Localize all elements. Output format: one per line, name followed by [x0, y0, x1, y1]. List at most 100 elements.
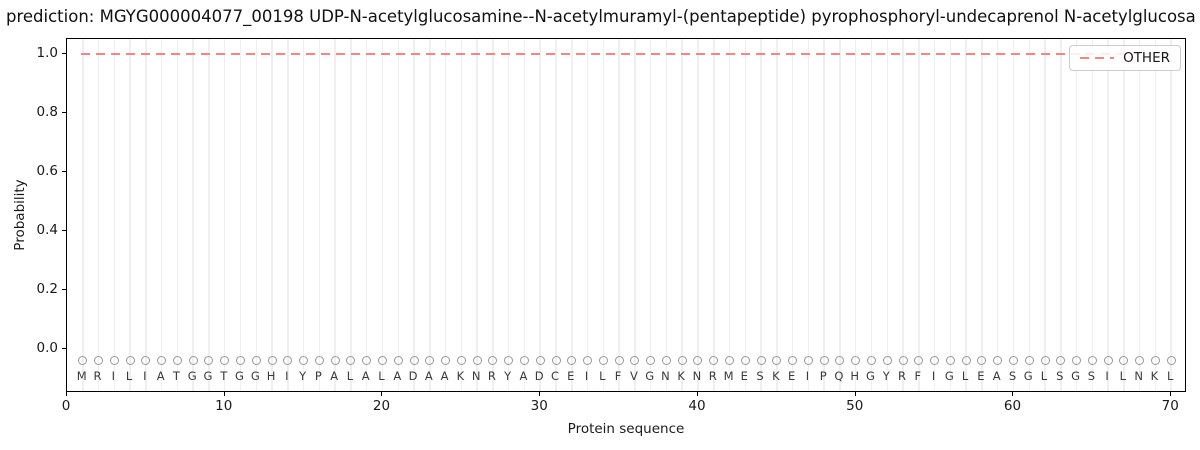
residue-marker-circle — [299, 356, 309, 366]
residue-marker-circle — [945, 356, 955, 366]
residue-letter: S — [1087, 369, 1095, 383]
x-tick-label: 60 — [1003, 398, 1022, 414]
grid-line — [460, 39, 463, 391]
residue-letter: L — [599, 369, 606, 383]
y-tick-mark — [62, 288, 66, 290]
residue-letter: I — [285, 369, 289, 383]
grid-line — [586, 39, 589, 391]
grid-line — [476, 39, 478, 391]
x-tick-label: 30 — [530, 398, 548, 414]
grid-line — [97, 39, 100, 391]
grid-line — [271, 39, 273, 391]
residue-letter: L — [1119, 369, 1127, 383]
residue-letter: G — [944, 369, 954, 383]
residue-letter: G — [203, 369, 213, 383]
grid-line — [602, 39, 605, 391]
residue-marker-circle — [504, 356, 514, 366]
residue-letter: S — [756, 369, 764, 383]
residue-marker-circle — [725, 356, 735, 366]
residue-marker-circle — [551, 356, 561, 366]
grid-line — [665, 39, 668, 391]
residue-letter: A — [440, 369, 449, 383]
grid-line — [555, 39, 557, 391]
residue-letter: K — [772, 369, 780, 383]
y-tick-label: 0.4 — [36, 221, 58, 238]
residue-letter: S — [1056, 369, 1064, 383]
chart-title: prediction: MGYG000004077_00198 UDP-N-ac… — [6, 7, 1196, 26]
residue-letter: N — [692, 369, 702, 383]
grid-line — [1138, 39, 1141, 391]
x-tick-label: 70 — [1161, 398, 1179, 414]
x-tick-label: 50 — [846, 398, 864, 414]
residue-letter: R — [708, 369, 717, 383]
residue-marker-circle — [1103, 356, 1113, 366]
residue-marker-circle — [125, 356, 135, 366]
residue-letter: A — [519, 369, 528, 383]
residue-marker-circle — [172, 356, 182, 366]
residue-marker-circle — [109, 356, 119, 366]
grid-line — [649, 39, 652, 391]
residue-marker-circle — [472, 356, 482, 366]
residue-letter: N — [471, 369, 481, 383]
residue-letter: L — [125, 369, 133, 383]
residue-marker-circle — [709, 356, 719, 366]
residue-marker-circle — [1119, 356, 1129, 366]
y-tick-mark — [62, 229, 66, 231]
residue-marker-circle — [898, 356, 908, 366]
grid-line — [492, 39, 494, 391]
grid-line — [1154, 39, 1157, 391]
residue-marker-circle — [835, 356, 845, 366]
residue-letter: L — [346, 369, 354, 383]
grid-line — [981, 39, 983, 391]
y-tick-mark — [62, 52, 66, 54]
residue-marker-circle — [677, 356, 687, 366]
residue-letter: A — [330, 369, 339, 383]
y-tick-label: 0.2 — [36, 280, 58, 297]
residue-letter: Q — [834, 369, 844, 383]
residue-marker-circle — [188, 356, 198, 366]
residue-letter: H — [850, 369, 860, 383]
plot-area — [66, 38, 1186, 392]
y-tick-label: 1.0 — [36, 44, 58, 61]
legend-label: OTHER — [1123, 50, 1170, 66]
residue-letter: P — [314, 369, 322, 383]
grid-line — [886, 39, 889, 391]
residue-letter: E — [787, 369, 796, 383]
residue-letter: K — [456, 369, 465, 383]
residue-marker-circle — [78, 356, 88, 366]
residue-letter: G — [1071, 369, 1081, 383]
grid-line — [208, 39, 210, 391]
residue-marker-circle — [346, 356, 356, 366]
grid-line — [854, 39, 857, 391]
grid-line — [381, 39, 384, 391]
residue-marker-circle — [882, 356, 892, 366]
grid-line — [839, 39, 841, 391]
grid-line — [571, 39, 573, 391]
grid-line — [397, 39, 400, 391]
grid-line — [933, 39, 936, 391]
y-tick-mark — [62, 170, 66, 172]
y-tick-mark — [62, 111, 66, 113]
grid-line — [713, 39, 715, 391]
residue-letter: C — [550, 369, 560, 383]
residue-letter: G — [235, 369, 244, 383]
residue-marker-circle — [251, 356, 261, 366]
residue-letter: I — [805, 369, 810, 383]
residue-marker-circle — [488, 356, 498, 366]
grid-line — [318, 39, 321, 391]
x-tick-mark — [539, 392, 541, 396]
grid-line — [744, 39, 747, 391]
residue-marker-circle — [362, 356, 372, 366]
residue-marker-circle — [930, 356, 940, 366]
residue-letter: G — [187, 369, 197, 383]
residue-letter: F — [914, 369, 922, 383]
grid-line — [507, 39, 510, 391]
y-tick-mark — [62, 347, 66, 349]
residue-marker-circle — [236, 356, 246, 366]
grid-line — [287, 39, 289, 391]
grid-line — [1012, 39, 1015, 391]
residue-letter: F — [614, 369, 622, 383]
grid-line — [176, 39, 179, 391]
residue-letter: E — [567, 369, 575, 383]
residue-marker-circle — [157, 356, 167, 366]
